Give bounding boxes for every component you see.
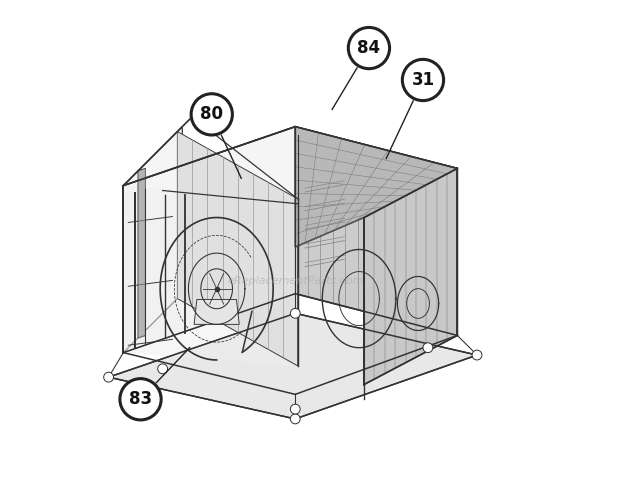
- Text: 80: 80: [200, 105, 223, 124]
- Polygon shape: [295, 126, 458, 247]
- Circle shape: [348, 28, 389, 69]
- Polygon shape: [123, 126, 182, 353]
- Text: 31: 31: [412, 71, 435, 89]
- Polygon shape: [177, 131, 298, 366]
- Circle shape: [472, 350, 482, 360]
- Circle shape: [157, 364, 167, 374]
- Circle shape: [104, 372, 113, 382]
- Circle shape: [290, 308, 300, 318]
- Polygon shape: [108, 313, 477, 419]
- Polygon shape: [138, 168, 146, 338]
- Circle shape: [191, 94, 232, 135]
- Polygon shape: [295, 126, 458, 335]
- Circle shape: [120, 378, 161, 420]
- Text: 84: 84: [357, 39, 381, 57]
- Text: 83: 83: [129, 390, 152, 408]
- Polygon shape: [123, 186, 298, 366]
- Circle shape: [423, 343, 433, 353]
- Polygon shape: [123, 126, 295, 353]
- Text: eReplacementParts.com: eReplacementParts.com: [227, 276, 363, 287]
- Circle shape: [290, 414, 300, 424]
- Polygon shape: [364, 168, 458, 384]
- Polygon shape: [194, 299, 239, 325]
- Circle shape: [402, 59, 444, 101]
- Circle shape: [290, 404, 300, 414]
